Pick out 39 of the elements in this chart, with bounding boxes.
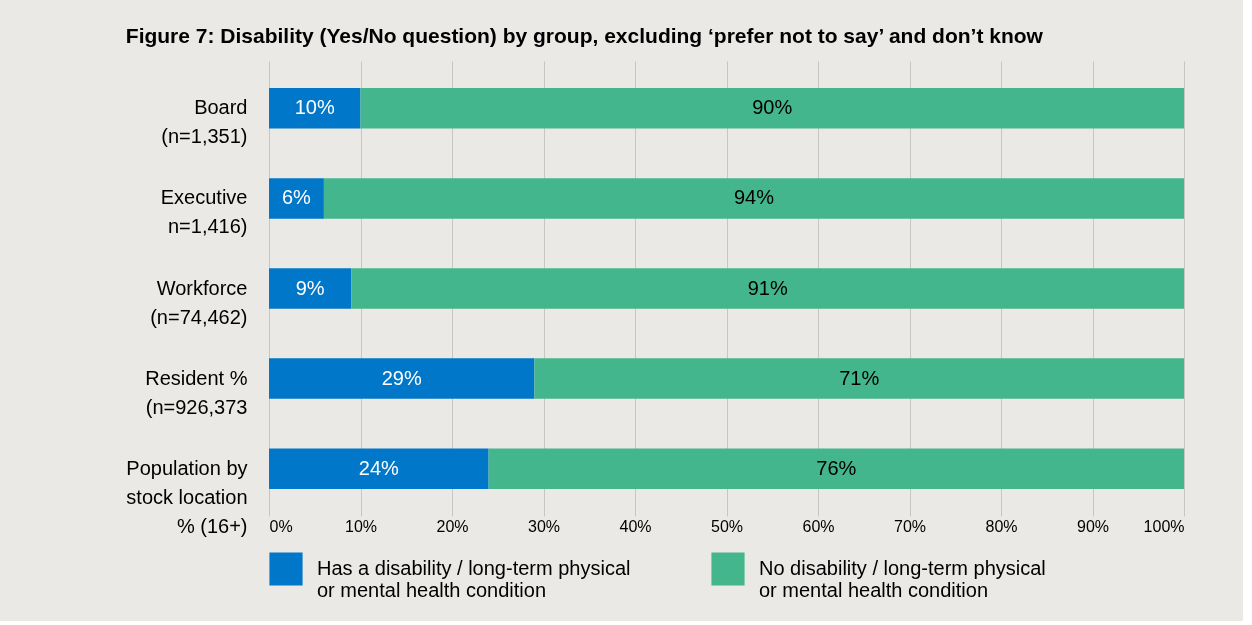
data-label: 9% <box>295 276 325 299</box>
x-tick-label: 50% <box>710 517 744 535</box>
x-tick-label: 80% <box>985 517 1018 535</box>
x-tick-label: 30% <box>527 517 561 535</box>
y-tick-label: Board (n=1,351) <box>161 96 248 148</box>
bar <box>269 178 324 219</box>
data-label: 6% <box>282 186 312 209</box>
x-tick-label: 90% <box>1076 517 1110 535</box>
bar <box>269 448 489 489</box>
x-tick-label: 70% <box>893 517 927 535</box>
x-tick-label: 60% <box>802 517 835 535</box>
legend-label: Has a disability / long-term physical or mental health condition <box>317 557 631 601</box>
chart-title: Figure 7: Disability (Yes/No question) by group, excluding ‘prefer not to say’ and don’t know <box>125 24 1044 47</box>
x-tick-label: 100% <box>1143 517 1185 535</box>
y-tick-label: Population by stock location % (16+) <box>126 456 248 537</box>
bar <box>323 178 1184 219</box>
data-label: 29% <box>381 366 422 389</box>
bar <box>351 268 1184 309</box>
data-label: 71% <box>839 366 880 389</box>
x-tick-label: 40% <box>619 517 652 535</box>
data-label: 24% <box>358 456 400 479</box>
bar <box>360 88 1184 129</box>
x-tick-label: 20% <box>436 517 469 535</box>
data-label: 10% <box>294 96 335 119</box>
bar <box>269 268 352 309</box>
x-tick-label: 10% <box>344 517 378 535</box>
bar <box>488 448 1184 489</box>
y-tick-label: Workforce (n=74,462) <box>150 276 248 328</box>
y-tick-label: Resident % (n=926,373 <box>145 366 248 418</box>
y-tick-label: Executive n=1,416) <box>160 186 248 238</box>
bar <box>269 358 535 399</box>
data-label: 91% <box>747 276 788 299</box>
bar <box>534 358 1184 399</box>
data-label: 94% <box>733 186 775 209</box>
data-label: 76% <box>816 456 857 479</box>
data-label: 90% <box>752 96 793 119</box>
bar <box>269 88 361 129</box>
legend-label: No disability / long-term physical or mental health condition <box>759 557 1046 601</box>
x-tick-label: 0% <box>269 517 293 535</box>
